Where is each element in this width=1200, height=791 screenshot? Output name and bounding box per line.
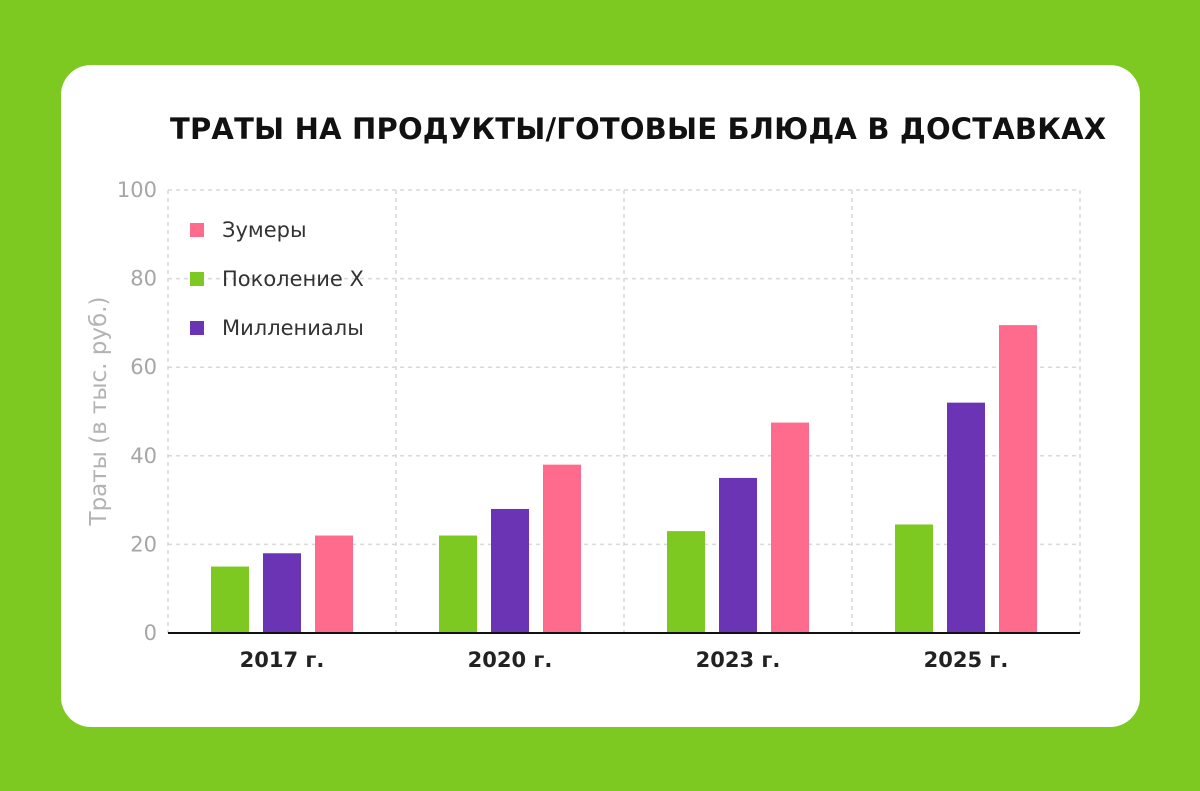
bar xyxy=(543,464,581,633)
bars xyxy=(211,325,1037,633)
y-tick-label: 0 xyxy=(144,621,157,645)
bar xyxy=(895,524,933,633)
y-tick-label: 40 xyxy=(130,444,157,468)
legend-swatch xyxy=(190,223,204,237)
bar xyxy=(491,508,529,633)
legend-swatch xyxy=(190,321,204,335)
x-tick-label: 2017 г. xyxy=(240,648,325,672)
x-tick-label: 2023 г. xyxy=(696,648,781,672)
legend-label: Зумеры xyxy=(222,218,307,242)
y-tick-label: 20 xyxy=(130,532,157,556)
y-tick-label: 100 xyxy=(117,178,157,202)
bar xyxy=(211,566,249,633)
chart-title: ТРАТЫ НА ПРОДУКТЫ/ГОТОВЫЕ БЛЮДА В ДОСТАВ… xyxy=(170,112,1107,146)
bar xyxy=(439,535,477,633)
bar xyxy=(999,325,1037,633)
legend-swatch xyxy=(190,272,204,286)
axes: 0 20 40 60 80 100 2017 г. 2020 г. 2023 г. 2025 г.… xyxy=(86,178,1080,672)
gridlines xyxy=(167,189,1081,633)
y-axis-label: Траты (в тыс. руб.) xyxy=(86,297,112,527)
legend: Зумеры Поколение X Миллениалы xyxy=(190,218,364,340)
y-tick-label: 60 xyxy=(130,355,157,379)
y-tick-label: 80 xyxy=(130,267,157,291)
x-tick-label: 2020 г. xyxy=(468,648,553,672)
legend-label: Поколение X xyxy=(222,267,364,291)
bar xyxy=(315,535,353,633)
bar xyxy=(719,477,757,633)
bar xyxy=(771,422,809,633)
bar xyxy=(947,402,985,633)
bar xyxy=(263,553,301,633)
x-tick-label: 2025 г. xyxy=(924,648,1009,672)
bar xyxy=(667,531,705,633)
legend-label: Миллениалы xyxy=(222,316,364,340)
